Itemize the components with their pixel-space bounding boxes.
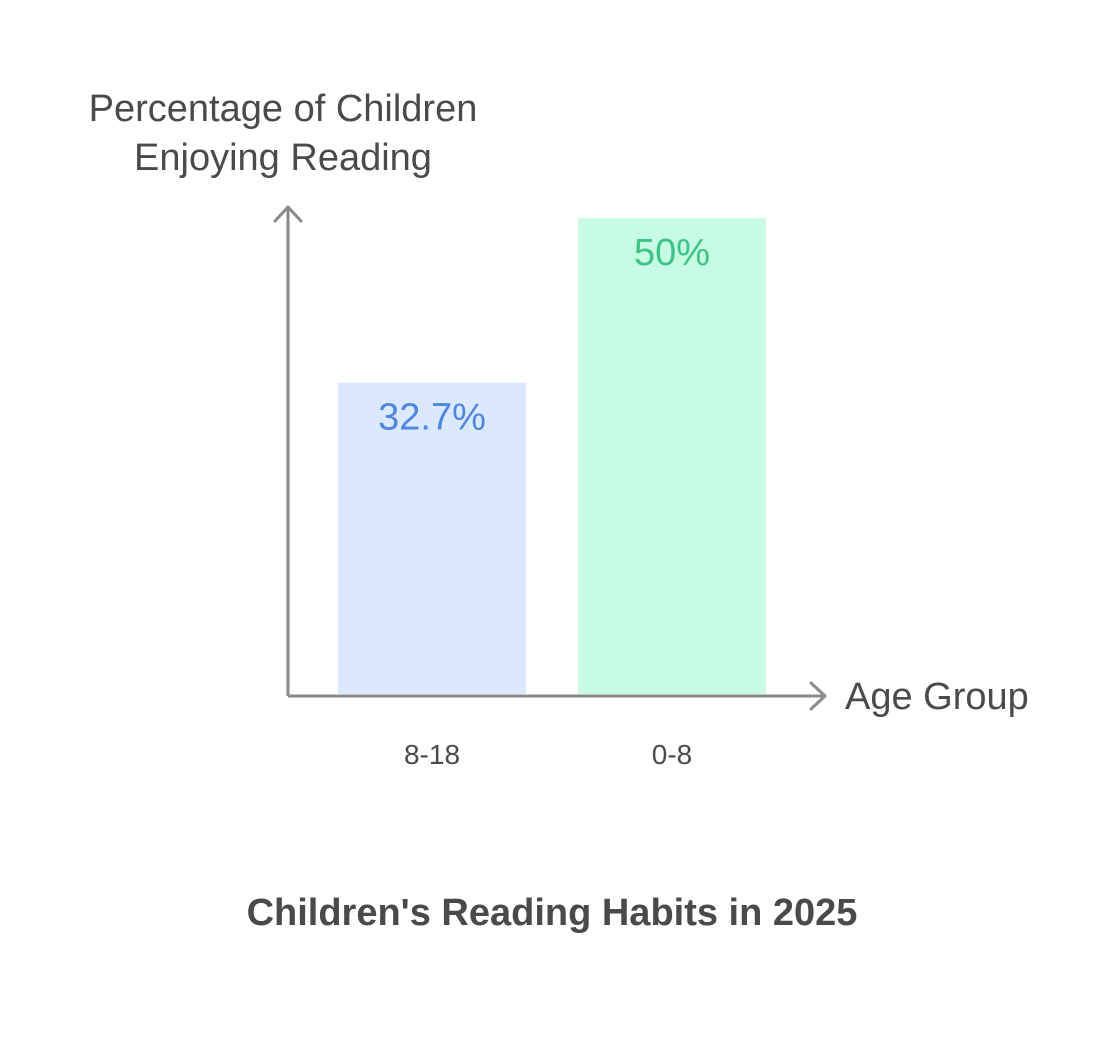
x-tick-label-8-18: 8-18 [404,739,460,770]
data-label-0-8: 50% [634,232,710,274]
bar-8-18 [338,382,526,694]
y-axis-label: Percentage of Children Enjoying Reading [89,88,478,179]
x-axis-arrow-icon [809,681,827,711]
y-axis-label-line-2: Enjoying Reading [134,137,432,179]
y-axis-label-line-1: Percentage of Children [89,88,478,130]
x-axis-label: Age Group [845,676,1029,718]
x-tick-label-0-8: 0-8 [652,739,692,770]
y-axis-arrow-icon [273,205,303,223]
bar-0-8 [578,218,766,694]
data-label-8-18: 32.7% [378,397,486,439]
chart-title: Children's Reading Habits in 2025 [247,892,858,934]
bars: 32.7% 50% [338,218,766,694]
axes [273,205,827,711]
x-tick-labels: 8-18 0-8 [404,739,692,770]
